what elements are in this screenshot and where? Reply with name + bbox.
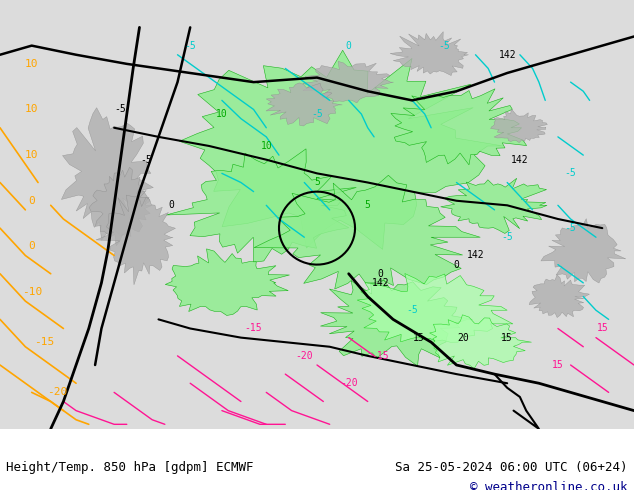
- Text: 10: 10: [25, 104, 39, 115]
- Text: 0: 0: [377, 269, 384, 279]
- Text: -20: -20: [47, 388, 67, 397]
- Text: -10: -10: [22, 287, 42, 297]
- Polygon shape: [61, 108, 153, 240]
- Text: -20: -20: [295, 351, 313, 361]
- Text: 15: 15: [501, 333, 513, 343]
- Text: 10: 10: [216, 109, 228, 119]
- Text: -5: -5: [311, 109, 323, 119]
- Text: 15: 15: [552, 360, 564, 370]
- Text: 5: 5: [365, 200, 371, 210]
- Text: 142: 142: [372, 278, 389, 288]
- Polygon shape: [320, 280, 472, 366]
- Polygon shape: [89, 168, 152, 245]
- Text: 0: 0: [346, 41, 352, 50]
- Text: -15: -15: [245, 323, 262, 334]
- Text: 0: 0: [168, 200, 174, 210]
- Polygon shape: [266, 83, 342, 126]
- Text: Sa 25-05-2024 06:00 UTC (06+24): Sa 25-05-2024 06:00 UTC (06+24): [395, 461, 628, 474]
- Polygon shape: [179, 50, 503, 249]
- Text: © weatheronline.co.uk: © weatheronline.co.uk: [470, 481, 628, 490]
- Text: -20: -20: [340, 378, 358, 388]
- Text: 15: 15: [413, 333, 424, 343]
- Text: -5: -5: [501, 232, 513, 242]
- Text: 10: 10: [25, 59, 39, 69]
- Polygon shape: [441, 178, 547, 233]
- Polygon shape: [254, 175, 481, 289]
- Polygon shape: [390, 32, 469, 75]
- Polygon shape: [391, 89, 527, 165]
- Polygon shape: [541, 219, 626, 283]
- Text: 142: 142: [511, 155, 529, 165]
- Text: 142: 142: [498, 50, 516, 60]
- Text: 0: 0: [29, 242, 35, 251]
- Text: 10: 10: [261, 141, 272, 151]
- Text: 20: 20: [457, 333, 469, 343]
- FancyBboxPatch shape: [0, 0, 634, 429]
- Text: 0: 0: [453, 260, 460, 270]
- Text: -5: -5: [565, 169, 576, 178]
- Text: 142: 142: [467, 250, 484, 261]
- Polygon shape: [430, 315, 531, 368]
- Polygon shape: [166, 149, 356, 262]
- Text: -15: -15: [34, 337, 55, 347]
- Polygon shape: [491, 109, 547, 143]
- Text: -5: -5: [438, 41, 450, 50]
- Text: -15: -15: [372, 351, 389, 361]
- Text: -5: -5: [565, 223, 576, 233]
- Polygon shape: [302, 61, 394, 103]
- Polygon shape: [357, 273, 513, 342]
- Polygon shape: [529, 275, 590, 318]
- Text: 15: 15: [597, 323, 608, 334]
- Text: Height/Temp. 850 hPa [gdpm] ECMWF: Height/Temp. 850 hPa [gdpm] ECMWF: [6, 461, 254, 474]
- Text: -5: -5: [184, 41, 196, 50]
- Text: -5: -5: [140, 155, 152, 165]
- Polygon shape: [165, 249, 290, 316]
- Text: 10: 10: [25, 150, 39, 160]
- FancyBboxPatch shape: [0, 429, 634, 474]
- Text: 5: 5: [314, 177, 320, 188]
- Text: -5: -5: [115, 104, 126, 115]
- Text: 0: 0: [29, 196, 35, 206]
- Text: -5: -5: [406, 305, 418, 315]
- Polygon shape: [96, 195, 176, 285]
